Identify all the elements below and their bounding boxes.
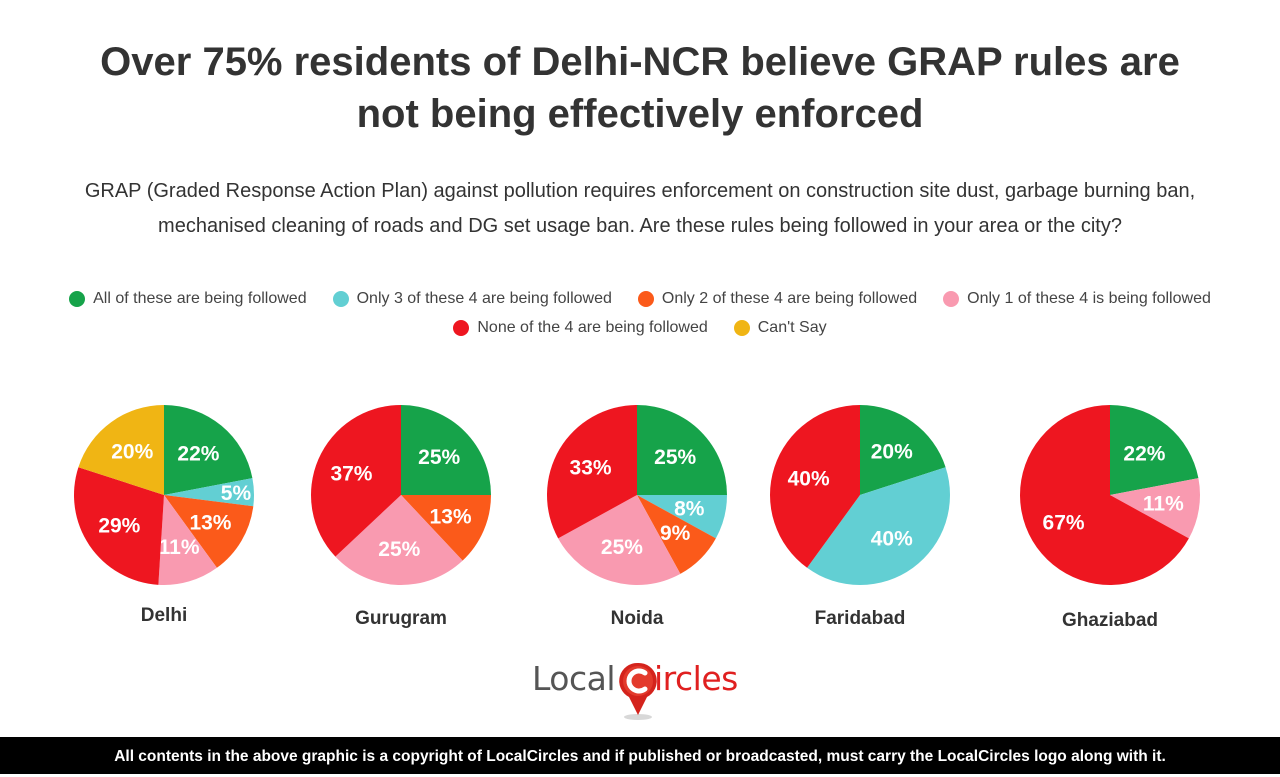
pie-slice-only-2 <box>401 495 491 561</box>
pie-slice-all <box>637 405 727 495</box>
slice-label-only-3: 8% <box>674 497 705 520</box>
pie-svg-faridabad: 20% 40% 40% <box>770 405 951 586</box>
slice-label-only-3: 40% <box>871 528 913 551</box>
legend-item-only-2: Only 2 of these 4 are being followed <box>637 289 918 308</box>
legend-row-2: None of the 4 are being followed Can't S… <box>0 313 1280 342</box>
pie-slice-only-2 <box>164 495 254 568</box>
pie-slice-only-1 <box>158 495 217 585</box>
copyright-footer: All contents in the above graphic is a c… <box>0 737 1280 774</box>
pie-slice-none <box>310 405 401 557</box>
legend: All of these are being followed Only 3 o… <box>0 284 1280 342</box>
survey-question: GRAP (Graded Response Action Plan) again… <box>20 174 1260 244</box>
slice-label-only-1: 11% <box>1143 492 1184 515</box>
slice-label-none: 40% <box>788 467 830 490</box>
chart-title: Over 75% residents of Delhi-NCR believe … <box>0 36 1280 140</box>
pie-svg-ghaziabad: 22% 11% 67% <box>1020 405 1201 585</box>
pie-noida: 25% 8% 9% 25% 33% Noida <box>537 395 737 645</box>
pie-slice-none <box>770 405 860 568</box>
city-label: Delhi <box>140 605 188 626</box>
pie-gurugram: 25% 13% 25% 37% Gurugram <box>301 395 501 645</box>
pie-slice-cant-say <box>78 405 164 495</box>
pie-ghaziabad: 22% 11% 67% Ghaziabad <box>1010 395 1210 645</box>
pie-slice-none <box>1020 405 1189 585</box>
pie-svg-gurugram: 25% 13% 25% 37% <box>310 405 491 586</box>
legend-row-1: All of these are being followed Only 3 o… <box>0 284 1280 313</box>
subtitle-line-2: mechanised cleaning of roads and DG set … <box>158 215 1122 237</box>
pie-slice-all <box>164 405 253 495</box>
pie-faridabad: 20% 40% 40% Faridabad <box>760 395 960 645</box>
city-label: Gurugram <box>355 608 447 629</box>
legend-item-only-1: Only 1 of these 4 is being followed <box>943 290 1211 308</box>
slice-label-only-1: 11% <box>159 536 200 559</box>
city-label: Faridabad <box>814 608 906 629</box>
title-line-2: not being effectively enforced <box>356 92 924 136</box>
slice-label-all: 20% <box>871 440 913 463</box>
pie-slice-only-1 <box>1110 478 1201 539</box>
slice-label-only-2: 9% <box>660 522 691 545</box>
legend-swatch-all <box>69 290 86 307</box>
pie-slice-only-3 <box>164 478 255 507</box>
slice-label-cant-say: 20% <box>111 440 153 463</box>
legend-swatch-only-3 <box>332 290 349 307</box>
map-pin-c-icon <box>619 662 657 720</box>
slice-label-none: 33% <box>570 457 612 480</box>
slice-label-only-3: 5% <box>221 482 252 505</box>
slice-label-all: 22% <box>1123 442 1165 465</box>
slice-label-only-2: 13% <box>430 505 472 528</box>
legend-swatch-only-2 <box>637 290 654 307</box>
pie-slice-only-1 <box>335 495 463 586</box>
pie-svg-delhi: 22%5% 13%11% 29% 20% <box>73 405 255 585</box>
pie-svg-noida: 25% 8%9% 25% 33% <box>546 405 727 586</box>
pie-slice-none <box>73 467 164 585</box>
localcircles-logo: Local ircles <box>530 655 760 720</box>
pie-slice-only-1 <box>558 495 681 586</box>
slice-label-only-2: 13% <box>189 511 231 534</box>
slice-label-only-1: 25% <box>378 538 420 561</box>
legend-label: Only 1 of these 4 is being followed <box>967 289 1211 307</box>
title-line-1: Over 75% residents of Delhi-NCR believe … <box>100 40 1180 84</box>
city-label: Ghaziabad <box>1061 610 1159 631</box>
pie-delhi: 22% 5% 13% 11% 29% 20% Delhi <box>64 395 264 645</box>
legend-label: Only 3 of these 4 are being followed <box>356 289 612 307</box>
legend-label: None of the 4 are being followed <box>477 318 708 336</box>
legend-item-none: None of the 4 are being followed <box>453 318 708 337</box>
legend-item-all: All of these are being followed <box>69 289 307 308</box>
slice-label-none: 67% <box>1043 511 1085 534</box>
pie-slice-only-3 <box>807 467 951 586</box>
slice-label-none: 29% <box>98 514 140 537</box>
legend-label: Only 2 of these 4 are being followed <box>661 289 918 307</box>
city-label: Noida <box>610 608 664 629</box>
legend-label: All of these are being followed <box>93 289 307 307</box>
legend-swatch-only-1 <box>943 290 960 307</box>
slice-label-only-1: 25% <box>601 536 643 559</box>
pie-slice-none <box>546 405 637 539</box>
logo-text-local: Local <box>532 659 616 698</box>
legend-swatch-none <box>453 319 470 336</box>
legend-item-cant-say: Can't Say <box>733 318 827 337</box>
pie-slice-only-3 <box>637 495 727 539</box>
slice-label-all: 25% <box>418 446 460 469</box>
pie-slice-all <box>401 405 491 495</box>
pie-slice-only-2 <box>637 495 716 574</box>
slice-label-none: 37% <box>330 463 372 486</box>
legend-item-only-3: Only 3 of these 4 are being followed <box>332 289 612 308</box>
subtitle-line-1: GRAP (Graded Response Action Plan) again… <box>84 180 1196 202</box>
pie-slice-all <box>860 405 946 495</box>
slice-label-all: 25% <box>654 446 696 469</box>
legend-label: Can't Say <box>757 318 827 336</box>
logo-text-ircles: ircles <box>654 659 738 698</box>
legend-swatch-cant-say <box>733 319 750 336</box>
pie-charts: 22% 5% 13% 11% 29% 20% Delhi 25% 13% 25% 37% Gur… <box>0 395 1280 645</box>
slice-label-all: 22% <box>177 442 219 465</box>
pie-slice-all <box>1110 405 1199 495</box>
